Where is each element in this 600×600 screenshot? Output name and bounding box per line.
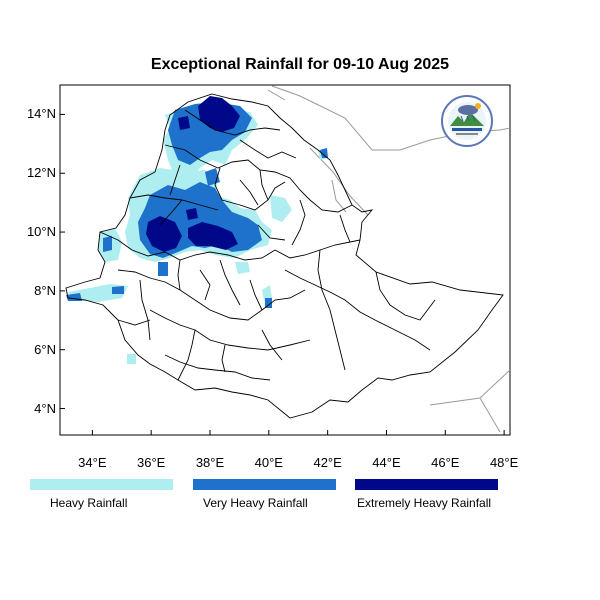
- axis-ticks: [60, 113, 505, 435]
- lat-tick-label: 4°N: [34, 400, 56, 416]
- lon-tick-label: 36°E: [137, 455, 166, 470]
- lat-tick-label: 14°N: [26, 106, 56, 122]
- lon-tick-label: 34°E: [78, 455, 107, 470]
- lon-tick-label: 46°E: [431, 455, 460, 470]
- legend-label-extremely-heavy: Extremely Heavy Rainfall: [357, 496, 492, 510]
- legend-swatch-extremely-heavy: [355, 479, 498, 490]
- map-frame: [59, 84, 511, 436]
- lat-tick-label: 10°N: [26, 224, 56, 240]
- lon-tick-label: 40°E: [254, 455, 283, 470]
- legend-swatch-heavy: [30, 479, 173, 490]
- agency-logo: [441, 95, 493, 147]
- lon-tick-label: 38°E: [195, 455, 225, 470]
- ethiopia-borders: [65, 93, 504, 419]
- lon-tick-label: 48°E: [489, 455, 519, 470]
- map-title: Exceptional Rainfall for 09-10 Aug 2025: [150, 56, 450, 73]
- lat-tick-label: 6°N: [34, 341, 56, 357]
- lon-tick-label: 42°E: [313, 455, 342, 470]
- legend-label-very-heavy: Very Heavy Rainfall: [203, 496, 308, 510]
- lat-tick-label: 12°N: [26, 165, 56, 181]
- lon-tick-label: 44°E: [372, 455, 401, 470]
- legend-label-heavy: Heavy Rainfall: [50, 496, 128, 510]
- legend-swatch-very-heavy: [193, 479, 336, 490]
- lat-tick-label: 8°N: [34, 282, 56, 298]
- country-outline: [65, 93, 504, 419]
- extremely-heavy-rainfall-areas: [146, 96, 240, 252]
